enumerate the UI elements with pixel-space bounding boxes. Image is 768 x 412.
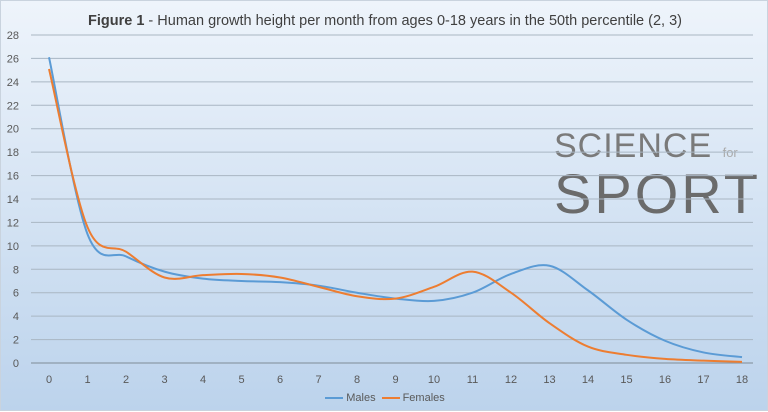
x-tick-label: 18 <box>736 374 748 386</box>
x-tick-label: 17 <box>697 374 709 386</box>
y-tick-label: 10 <box>7 241 19 253</box>
y-tick-label: 2 <box>13 335 19 347</box>
legend-swatch <box>325 397 344 399</box>
legend-item-females: Females <box>381 392 445 404</box>
legend: Males Females <box>1 390 768 404</box>
title-bold: Figure 1 <box>88 13 145 29</box>
x-tick-label: 2 <box>123 374 129 386</box>
y-tick-label: 0 <box>13 358 19 370</box>
series-line-males <box>48 57 743 359</box>
x-tick-label: 1 <box>84 374 90 386</box>
title-rest: - Human growth height per month from age… <box>144 13 682 29</box>
x-tick-label: 6 <box>277 374 283 386</box>
chart-title: Figure 1 - Human growth height per month… <box>1 13 768 29</box>
x-tick-label: 13 <box>543 374 555 386</box>
x-tick-label: 16 <box>659 374 671 386</box>
y-tick-label: 8 <box>13 264 19 276</box>
x-tick-label: 12 <box>505 374 517 386</box>
x-tick-label: 5 <box>238 374 244 386</box>
y-tick-label: 18 <box>7 147 19 159</box>
y-tick-label: 28 <box>7 30 19 42</box>
legend-label: Females <box>402 392 445 404</box>
y-tick-label: 6 <box>13 288 19 300</box>
series-line-females <box>48 68 743 363</box>
y-tick-label: 16 <box>7 171 19 183</box>
x-tick-label: 15 <box>620 374 632 386</box>
legend-label: Males <box>346 392 376 404</box>
x-tick-label: 4 <box>200 374 206 386</box>
y-tick-label: 22 <box>7 100 19 112</box>
y-tick-label: 20 <box>7 124 19 136</box>
logo-line1: SCIENCE <box>554 127 713 165</box>
y-tick-label: 12 <box>7 217 19 229</box>
x-tick-label: 14 <box>582 374 594 386</box>
y-tick-label: 14 <box>7 194 19 206</box>
science-for-sport-logo: SCIENCE for SPORT <box>554 127 761 225</box>
y-tick-label: 4 <box>13 311 19 323</box>
x-tick-label: 10 <box>428 374 440 386</box>
y-tick-label: 26 <box>7 53 19 65</box>
legend-swatch <box>381 397 400 399</box>
x-tick-label: 3 <box>161 374 167 386</box>
x-tick-label: 9 <box>392 374 398 386</box>
x-tick-label: 11 <box>467 374 478 386</box>
x-tick-label: 8 <box>354 374 360 386</box>
legend-item-males: Males <box>325 392 376 404</box>
y-tick-label: 24 <box>7 77 19 89</box>
logo-line2: SPORT <box>554 162 761 225</box>
x-tick-label: 0 <box>46 374 52 386</box>
x-tick-label: 7 <box>315 374 321 386</box>
